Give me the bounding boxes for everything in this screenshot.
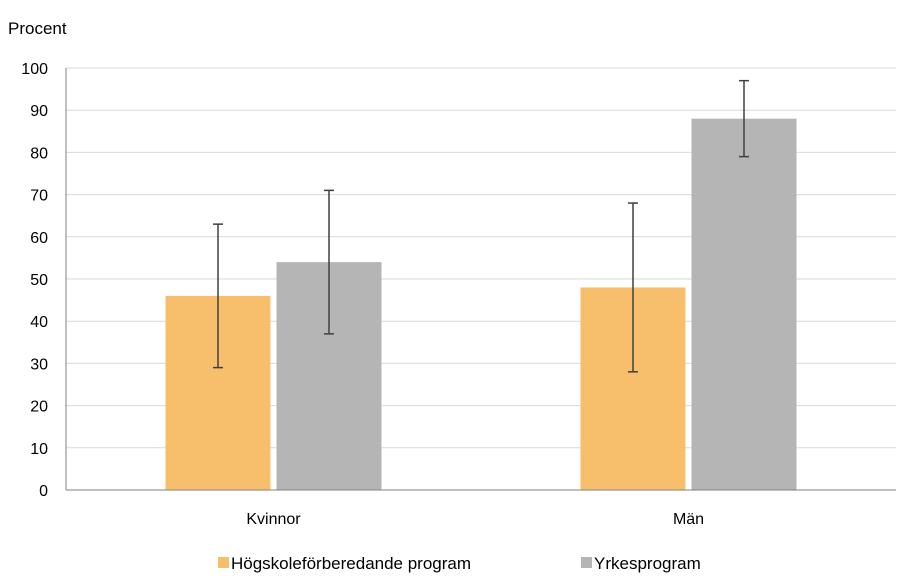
y-tick-label: 100 [21, 61, 48, 78]
legend-swatch [581, 557, 592, 568]
y-axis-ticks: 0 10 20 30 40 50 60 70 80 90 100 [21, 61, 48, 500]
y-tick-label: 20 [30, 399, 48, 416]
y-tick-label: 10 [30, 441, 48, 458]
error-bars [213, 79, 749, 373]
y-tick-label: 70 [30, 188, 48, 205]
y-tick-label: 0 [39, 483, 48, 500]
axes [65, 68, 896, 491]
y-tick-label: 60 [30, 230, 48, 247]
y-tick-label: 80 [30, 145, 48, 162]
x-tick-label: Kvinnor [246, 511, 301, 528]
y-tick-label: 50 [30, 272, 48, 289]
bar [691, 118, 797, 490]
legend: Högskoleförberedande program Yrkesprogram [218, 554, 701, 573]
y-tick-label: 40 [30, 314, 48, 331]
legend-label: Yrkesprogram [594, 554, 701, 573]
y-axis-title: Procent [8, 19, 67, 38]
legend-label: Högskoleförberedande program [231, 554, 471, 573]
bars [165, 118, 797, 490]
legend-swatch [218, 557, 229, 568]
x-tick-label: Män [673, 511, 704, 528]
y-tick-label: 30 [30, 356, 48, 373]
x-axis-ticks: Kvinnor Män [246, 511, 704, 528]
y-tick-label: 90 [30, 103, 48, 120]
